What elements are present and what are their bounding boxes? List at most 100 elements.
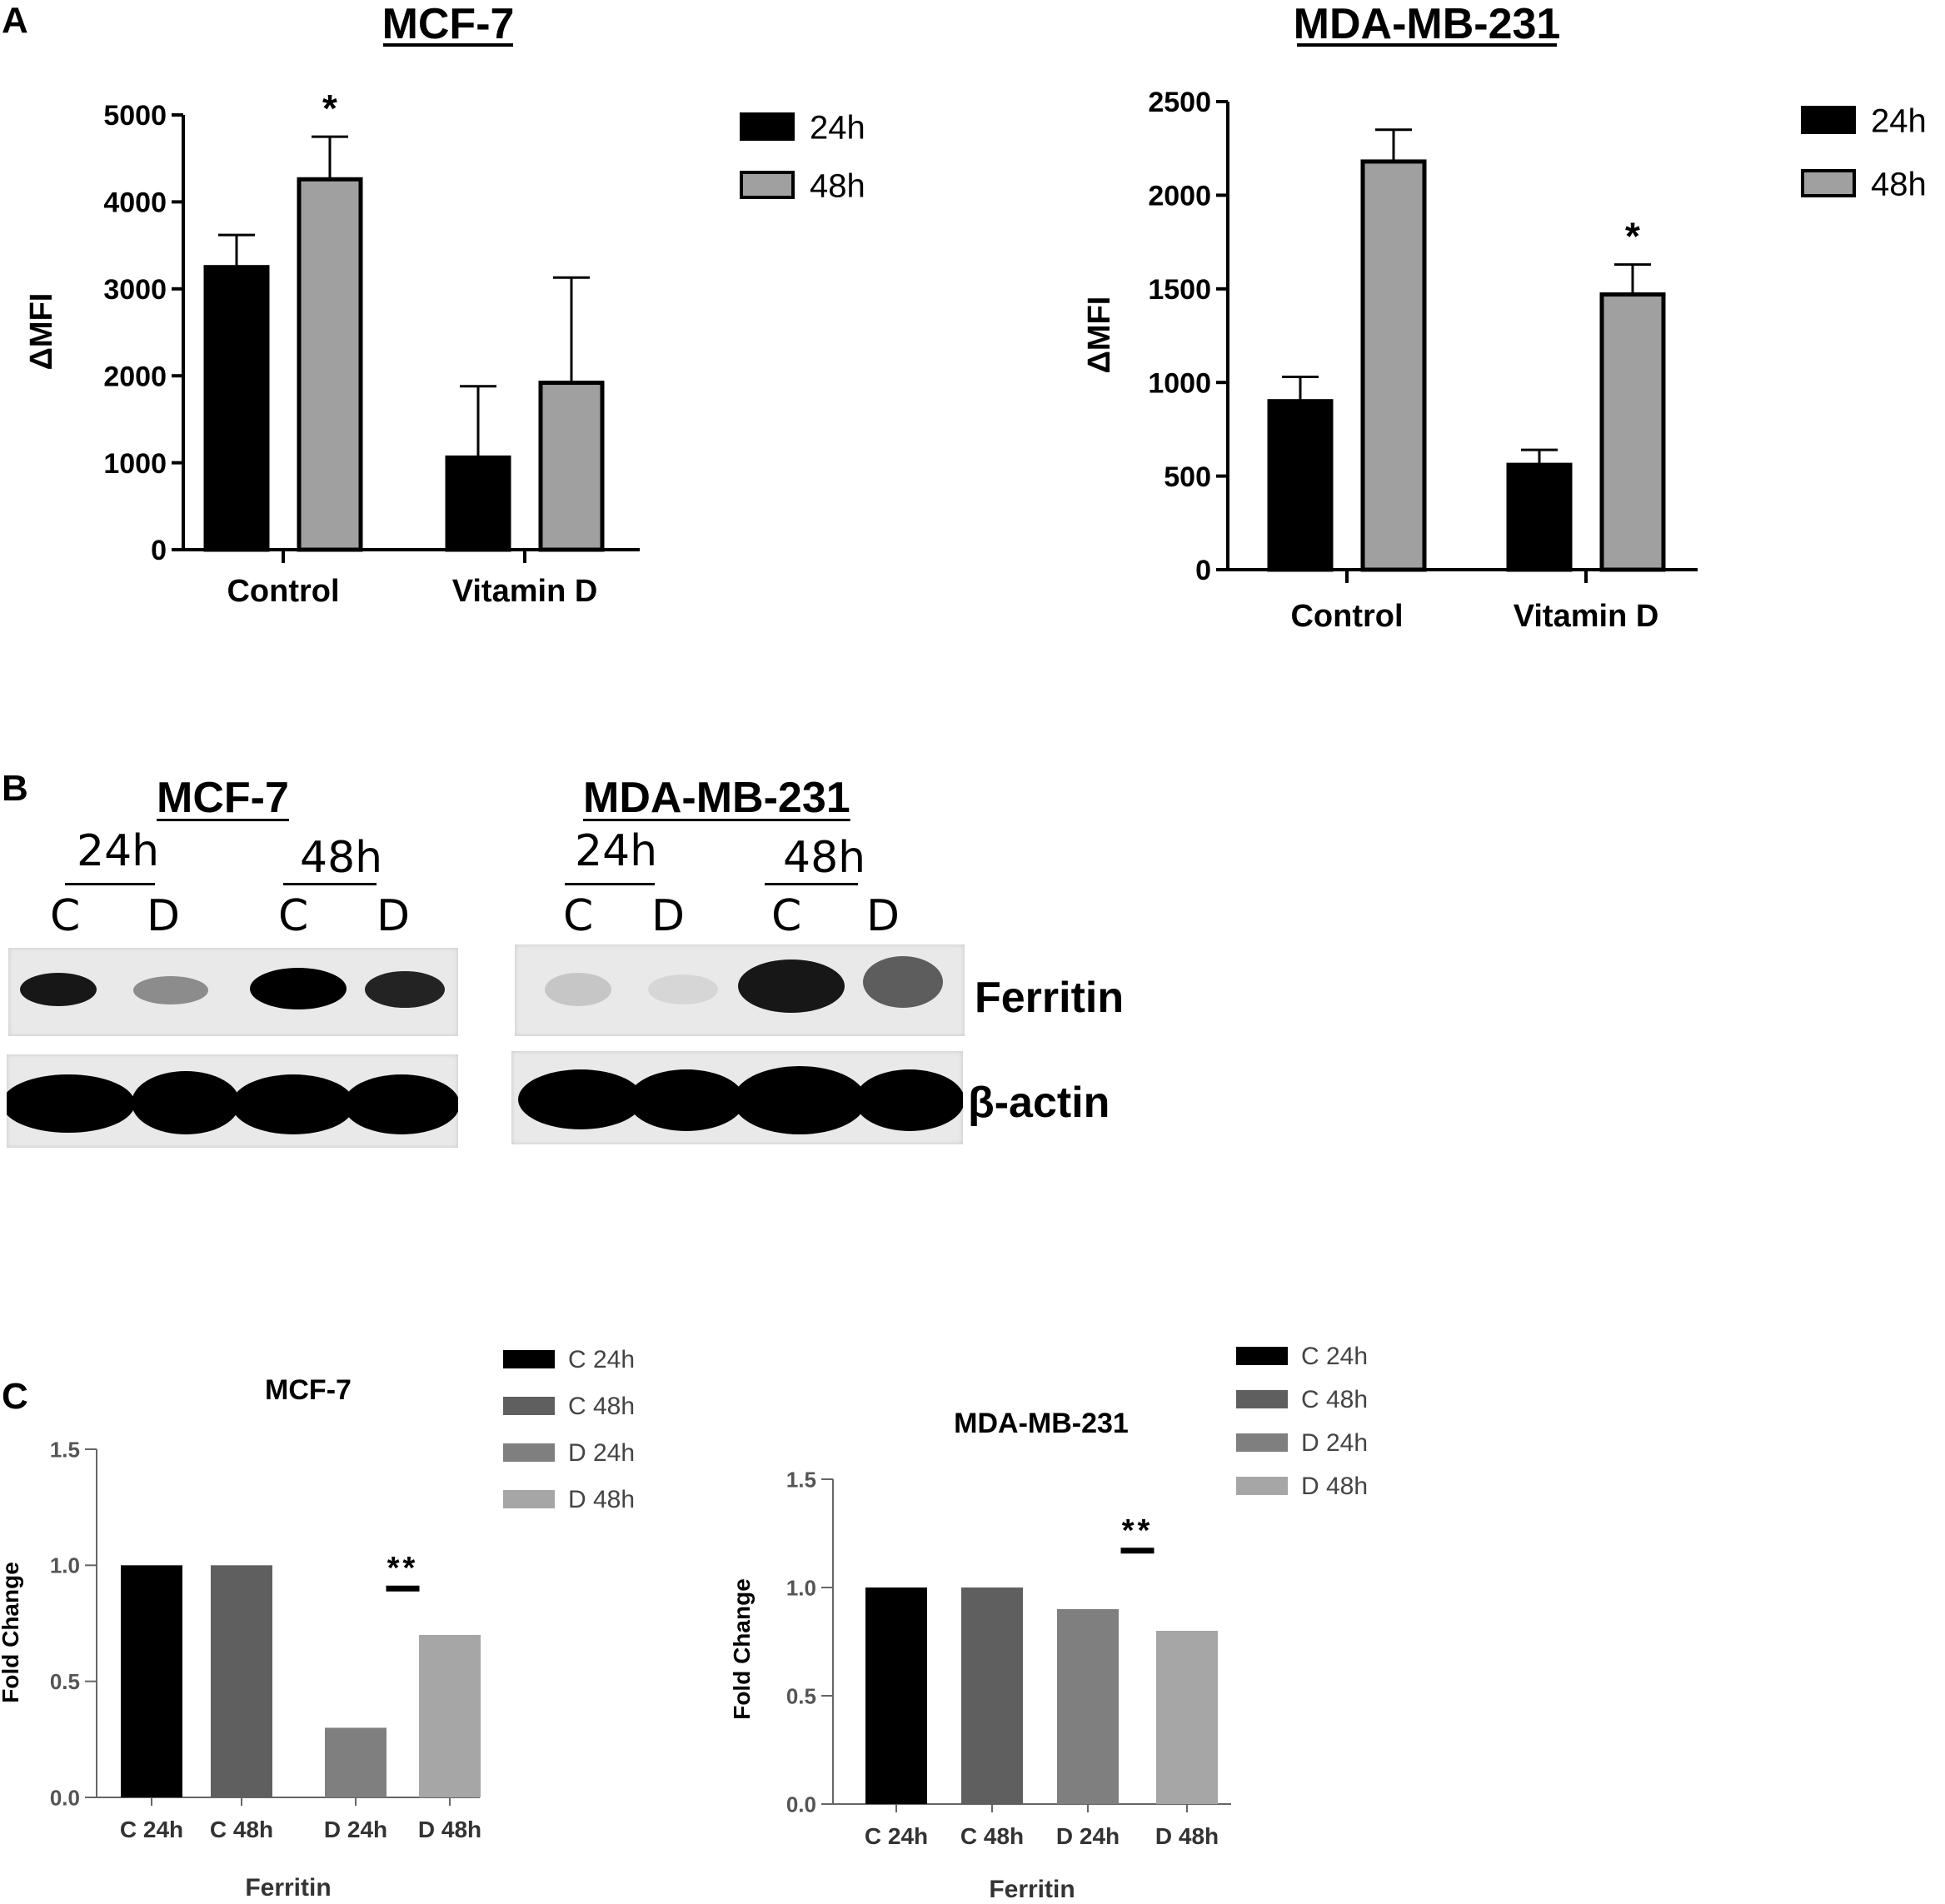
blot-right-group-24: 24h — [575, 826, 658, 876]
panel-letter-b: B — [2, 768, 28, 809]
significance-marker: ** — [387, 1551, 419, 1586]
y-axis-label: ΔMFI — [1082, 297, 1117, 374]
bar-48h-control — [297, 177, 363, 552]
y-tick-label: 1000 — [103, 448, 167, 480]
blot-left-lane-2: D — [147, 891, 181, 941]
actin-band — [518, 1069, 643, 1129]
bar-d-48h — [419, 1634, 481, 1797]
legend-swatch — [740, 171, 795, 199]
x-tick-label: C 24h — [120, 1817, 183, 1842]
y-tick-label: 2000 — [103, 361, 167, 392]
legend-label: 24h — [1871, 102, 1927, 139]
actin-band — [7, 1074, 135, 1133]
bar-c-24h — [121, 1565, 182, 1797]
y-tick-label: 2000 — [1148, 181, 1211, 212]
y-tick-label: 0.5 — [50, 1669, 80, 1694]
mcf7-mfi-chart: MCF-7 0 1000 2000 3000 4000 5000 ΔMFI Control Vit… — [24, 0, 865, 609]
mdamb231-mfi-chart: MDA-MB-231 0 500 1000 1500 2000 2500 ΔMFI Contro… — [1082, 0, 1927, 634]
mcf7-fold-change-chart: MCF-7 0.0 0.5 1.0 1.5 Fold Change C 24h C 48h D … — [0, 1346, 635, 1902]
ferritin-band — [133, 976, 208, 1004]
y-axis-label: Fold Change — [0, 1562, 23, 1703]
legend-label: C 48h — [568, 1393, 635, 1420]
legend-swatch — [503, 1443, 555, 1462]
beta-actin-label: β-actin — [968, 1079, 1110, 1127]
legend-label: D 48h — [568, 1486, 635, 1513]
blot-left-title: MCF-7 — [157, 774, 289, 822]
x-tick-label: Control — [1290, 599, 1403, 634]
bar-48h-vitamin-d — [1599, 292, 1666, 572]
blot-left-lane-1: C — [50, 891, 81, 941]
ferritin-band — [863, 956, 943, 1008]
bar-c-48h — [961, 1587, 1023, 1804]
x-tick-label: D 24h — [1056, 1823, 1120, 1849]
legend-swatch — [1236, 1433, 1288, 1452]
bar-c-24h — [865, 1587, 927, 1804]
y-tick-label: 2500 — [1148, 87, 1211, 118]
chart-title: MDA-MB-231 — [954, 1408, 1129, 1439]
chart-title: MCF-7 — [265, 1374, 352, 1406]
chart-title: MCF-7 — [382, 0, 515, 48]
bar-d-24h — [325, 1727, 387, 1797]
panel-letter-a: A — [2, 0, 28, 41]
actin-band — [733, 1066, 866, 1134]
bar-c-48h — [211, 1565, 272, 1797]
y-axis-label: Fold Change — [729, 1578, 755, 1720]
mdamb231-fold-change-chart: MDA-MB-231 0.0 0.5 1.0 1.5 Fold Change C 24h C … — [729, 1343, 1368, 1903]
y-tick-label: 1500 — [1148, 274, 1211, 306]
legend-swatch — [1236, 1390, 1288, 1408]
bar-d-24h — [1057, 1609, 1119, 1804]
y-tick-label: 0 — [1195, 555, 1211, 586]
ferritin-band — [738, 959, 845, 1013]
x-tick-label: C 48h — [960, 1823, 1024, 1849]
legend-swatch — [503, 1490, 555, 1508]
x-tick-label: C 48h — [210, 1817, 273, 1842]
bar-d-48h — [1156, 1631, 1218, 1804]
blot-right-title: MDA-MB-231 — [583, 774, 850, 822]
legend-swatch — [1236, 1477, 1288, 1495]
y-tick-label: 0.5 — [786, 1683, 816, 1708]
y-axis-label: ΔMFI — [24, 293, 59, 371]
ferritin-membrane-right — [515, 945, 965, 1036]
legend-label: C 24h — [568, 1346, 635, 1373]
actin-membrane-right — [511, 1051, 963, 1144]
bar-48h-control — [1360, 159, 1427, 572]
ferritin-label: Ferritin — [975, 974, 1125, 1022]
legend-label: D 24h — [568, 1439, 635, 1467]
blot-right-group-48: 48h — [783, 833, 866, 883]
bar-24h-vitamin-d — [445, 455, 511, 552]
x-tick-label: D 48h — [418, 1817, 481, 1842]
actin-band — [343, 1074, 458, 1134]
legend-swatch — [503, 1397, 555, 1415]
y-tick-label: 0.0 — [786, 1792, 816, 1817]
legend-label: D 48h — [1301, 1473, 1368, 1500]
y-tick-label: 3000 — [103, 274, 167, 306]
significance-marker: * — [322, 87, 337, 130]
significance-marker: ** — [1122, 1513, 1154, 1548]
actin-band — [232, 1074, 355, 1134]
legend-swatch — [1236, 1347, 1288, 1365]
actin-band — [132, 1071, 240, 1134]
y-tick-label: 1.0 — [50, 1553, 80, 1578]
legend-label: C 24h — [1301, 1343, 1368, 1370]
blot-left-group-24: 24h — [77, 826, 160, 876]
blot-right-lane-4: D — [866, 891, 900, 941]
ferritin-band — [365, 971, 445, 1008]
legend-swatch — [1801, 169, 1856, 197]
bar-24h-vitamin-d — [1506, 462, 1573, 572]
legend-swatch — [740, 112, 795, 141]
x-axis-label: Ferritin — [245, 1874, 331, 1902]
bar-24h-control — [1267, 399, 1334, 572]
significance-marker: * — [1625, 215, 1640, 258]
legend-label: 24h — [810, 109, 865, 146]
blot-right-lane-1: C — [563, 891, 594, 941]
ferritin-band — [648, 974, 718, 1004]
y-tick-label: 1000 — [1148, 367, 1211, 399]
blot-left-lane-3: C — [278, 891, 309, 941]
blot-right-line-24 — [565, 883, 655, 885]
legend-label: 48h — [810, 167, 865, 204]
ferritin-band — [250, 968, 347, 1009]
y-tick-label: 4000 — [103, 187, 167, 219]
x-tick-label: Vitamin D — [1514, 599, 1659, 634]
legend-swatch — [1801, 106, 1856, 134]
